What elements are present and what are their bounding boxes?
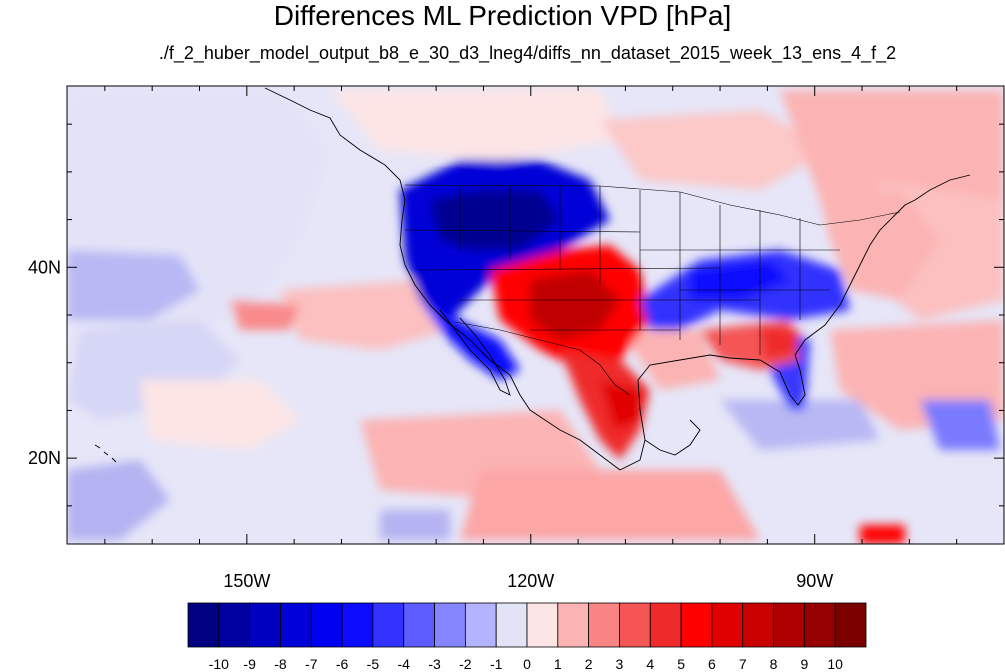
colorbar-label: -7 <box>305 656 318 672</box>
y-tick-label: 20N <box>28 448 61 468</box>
colorbar-box <box>773 602 805 648</box>
colorbar-box <box>495 602 528 648</box>
colorbar-label: 5 <box>677 656 685 672</box>
colorbar-label: 0 <box>523 656 531 672</box>
colorbar-label: -4 <box>398 656 411 672</box>
colorbar-label: -1 <box>490 656 503 672</box>
colorbar-label: 8 <box>770 656 778 672</box>
colorbar-box <box>803 602 836 648</box>
colorbar-box <box>249 602 281 648</box>
colorbar-label: 2 <box>585 656 593 672</box>
colorbar-box <box>434 602 466 648</box>
colorbar-label: -2 <box>459 656 472 672</box>
colorbar-labels: -10 -9 -8 -7 -6 -5 -4 -3 -2 -1 0 1 2 3 4 5 6 7 8 9 10 <box>209 656 843 672</box>
colorbar-box <box>742 602 774 648</box>
colorbar-box <box>372 602 405 648</box>
colorbar-label: -8 <box>274 656 287 672</box>
colorbar-label: -6 <box>336 656 349 672</box>
colorbar-box <box>649 602 682 648</box>
colorbar-box <box>218 602 251 648</box>
x-tick-label: 120W <box>507 571 554 591</box>
colorbar-label: 3 <box>616 656 624 672</box>
coastlines <box>94 87 971 471</box>
colorbar-box <box>341 602 374 648</box>
colorbar-box <box>464 602 497 648</box>
colorbar-box <box>711 602 744 648</box>
colorbar-label: -3 <box>428 656 441 672</box>
map-plot-area <box>67 86 1004 544</box>
colorbar-box <box>526 602 559 648</box>
colorbar-box <box>187 602 220 648</box>
colorbar-label: -9 <box>243 656 256 672</box>
colorbar-box <box>680 602 713 648</box>
colorbar-label: 4 <box>646 656 654 672</box>
colorbar-box <box>834 602 867 648</box>
x-tick-label: 90W <box>796 571 833 591</box>
colorbar: -10 -9 -8 -7 -6 -5 -4 -3 -2 -1 0 1 2 3 4 5 6 7 8 9 10 <box>187 602 867 672</box>
colorbar-label: 9 <box>800 656 808 672</box>
colorbar-box <box>403 602 435 648</box>
colorbar-label: 6 <box>708 656 716 672</box>
colorbar-label: 1 <box>554 656 562 672</box>
map-title: Differences ML Prediction VPD [hPa] <box>273 0 732 31</box>
colorbar-box <box>588 602 620 648</box>
colorbar-label: -10 <box>209 656 229 672</box>
map-subtitle: ./f_2_huber_model_output_b8_e_30_d3_lneg… <box>158 43 897 63</box>
colorbar-box <box>619 602 651 648</box>
colorbar-box <box>557 602 590 648</box>
colorbar-box <box>310 602 343 648</box>
state-borders <box>404 184 901 396</box>
colorbar-label: -5 <box>367 656 380 672</box>
colorbar-label: 7 <box>739 656 747 672</box>
colorbar-box <box>280 602 312 648</box>
y-tick-label: 40N <box>28 257 61 277</box>
colorbar-boxes <box>187 602 867 648</box>
colorbar-label: 10 <box>827 656 843 672</box>
x-tick-label: 150W <box>223 571 270 591</box>
axis-ticks: 150W 120W 90W 40N 20N <box>28 86 1005 591</box>
